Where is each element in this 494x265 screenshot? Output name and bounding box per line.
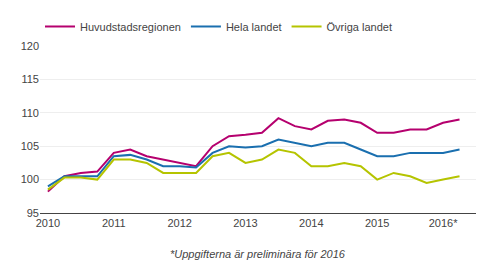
- svg-text:2016*: 2016*: [429, 217, 458, 229]
- svg-text:2012: 2012: [167, 217, 191, 229]
- svg-text:Övriga landet: Övriga landet: [327, 21, 392, 33]
- svg-text:2014: 2014: [299, 217, 323, 229]
- svg-text:115: 115: [21, 73, 39, 85]
- svg-text:120: 120: [21, 40, 39, 52]
- svg-text:*Uppgifterna är preliminära fö: *Uppgifterna är preliminära för 2016: [170, 248, 346, 260]
- svg-text:2015: 2015: [365, 217, 389, 229]
- svg-text:2011: 2011: [102, 217, 126, 229]
- svg-text:100: 100: [21, 173, 39, 185]
- svg-text:105: 105: [21, 140, 39, 152]
- svg-text:95: 95: [27, 207, 39, 219]
- svg-text:Huvudstadsregionen: Huvudstadsregionen: [80, 21, 181, 33]
- svg-text:110: 110: [21, 107, 39, 119]
- svg-text:2013: 2013: [233, 217, 257, 229]
- svg-text:2010: 2010: [36, 217, 60, 229]
- svg-text:Hela landet: Hela landet: [226, 21, 282, 33]
